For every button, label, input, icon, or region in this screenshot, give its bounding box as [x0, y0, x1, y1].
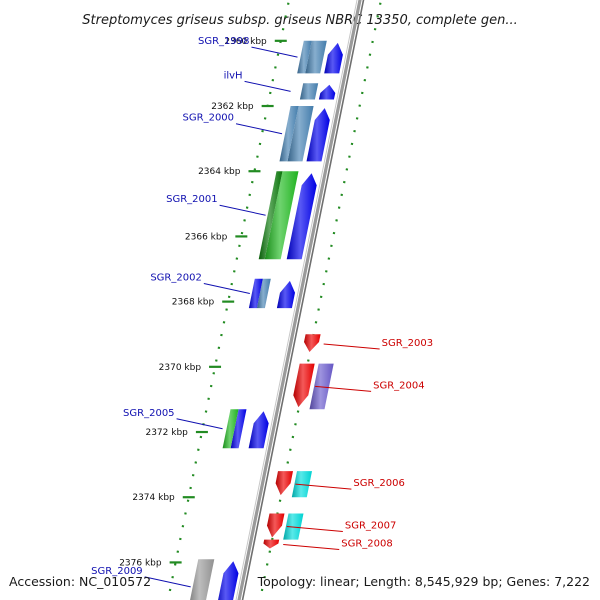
SGR_2002-subfeature — [248, 278, 263, 309]
SGR_2000-subfeature — [279, 106, 299, 162]
ruler-tick-label: 2376 kbp — [119, 558, 162, 568]
SGR_2006-label: SGR_2006 — [353, 478, 405, 489]
SGR_2009-gene-arrow — [218, 561, 239, 600]
SGR_2002-leader-line — [203, 282, 250, 294]
ilvH-leader-line — [244, 80, 291, 92]
backbone-edge — [235, 0, 358, 600]
backbone-line — [237, 0, 362, 600]
gene-features — [190, 40, 343, 600]
SGR_2004-leader-line — [315, 385, 372, 392]
SGR_2005-leader-line — [176, 418, 223, 430]
SGR_2004-gene-arrow — [293, 363, 315, 408]
SGR_2008-gene-arrow — [263, 539, 280, 549]
SGR_2008-label: SGR_2008 — [341, 538, 393, 549]
SGR_2004-label: SGR_2004 — [373, 380, 425, 391]
SGR_2009-subfeature — [190, 559, 215, 600]
position-ruler: 2360 kbp 2362 kbp 2364 kbp 2366 kbp 2368 kbp… — [119, 0, 383, 600]
SGR_2005-subfeature — [222, 409, 239, 449]
SGR_2005-gene-arrow — [248, 411, 269, 449]
SGR_2008-leader-line — [283, 543, 340, 550]
SGR_2001-leader-line — [219, 204, 266, 216]
SGR_1998-subfeature — [305, 40, 327, 74]
ruler-tick-label: 2374 kbp — [132, 493, 175, 503]
SGR_2005-label: SGR_2005 — [123, 408, 175, 419]
SGR_1998-subfeature — [297, 40, 312, 74]
SGR_1998-label: SGR_1998 — [198, 36, 250, 47]
genome-summary-text: Topology: linear; Length: 8,545,929 bp; … — [257, 574, 590, 589]
SGR_2003-gene-arrow — [304, 334, 321, 352]
SGR_2004-subfeature — [309, 363, 334, 410]
SGR_1998-leader-line — [251, 46, 298, 58]
ilvH-subfeature — [299, 83, 319, 100]
ruler-tick-label: 2366 kbp — [185, 232, 228, 242]
ruler-tick-label: 2370 kbp — [159, 363, 202, 373]
ruler-dots-left — [166, 0, 291, 600]
SGR_2002-subfeature — [256, 278, 271, 309]
ruler-dots-right — [258, 0, 383, 600]
ruler-tick-label: 2360 kbp — [224, 37, 267, 47]
SGR_2003-leader-line — [323, 343, 380, 350]
genome-backbone — [235, 0, 365, 600]
SGR_2003-label: SGR_2003 — [382, 338, 434, 349]
SGR_2001-subfeature — [264, 171, 299, 260]
SGR_2001-gene-arrow — [286, 173, 317, 260]
SGR_2007-subfeature — [283, 513, 304, 540]
SGR_1998-gene-arrow — [324, 42, 343, 74]
SGR_2001-label: SGR_2001 — [166, 194, 218, 205]
SGR_2007-gene-arrow — [267, 513, 285, 538]
SGR_2007-leader-line — [286, 526, 343, 533]
SGR_2006-subfeature — [291, 471, 312, 498]
SGR_2000-subfeature — [287, 106, 314, 162]
ruler-tick-label: 2362 kbp — [211, 102, 254, 112]
accession-text: Accession: NC_010572 — [9, 574, 151, 589]
gene-labels: SGR_1998 ilvH SGR_2000 SGR_2001 SGR_2002 SGR_… — [91, 36, 434, 588]
SGR_2005-subfeature — [230, 409, 247, 449]
SGR_2000-leader-line — [235, 123, 283, 135]
ruler-tick-label: 2364 kbp — [198, 167, 241, 177]
SGR_2000-label: SGR_2000 — [183, 113, 235, 124]
ruler-tick-label: 2372 kbp — [145, 428, 188, 438]
map-title: Streptomyces griseus subsp. griseus NBRC… — [82, 13, 517, 28]
SGR_2006-gene-arrow — [275, 471, 293, 496]
SGR_2002-label: SGR_2002 — [150, 272, 202, 283]
SGR_2002-gene-arrow — [276, 280, 295, 309]
SGR_2000-gene-arrow — [306, 108, 330, 162]
SGR_2006-leader-line — [295, 483, 352, 490]
SGR_2009-label: SGR_2009 — [91, 566, 143, 577]
backbone-edge — [241, 0, 365, 600]
ilvH-label: ilvH — [224, 70, 243, 81]
SGR_2009-leader-line — [144, 576, 191, 588]
SGR_2001-subfeature — [258, 171, 283, 260]
SGR_2007-label: SGR_2007 — [345, 521, 397, 532]
ilvH-gene-arrow — [318, 84, 336, 100]
ruler-tick-label: 2368 kbp — [172, 298, 215, 308]
